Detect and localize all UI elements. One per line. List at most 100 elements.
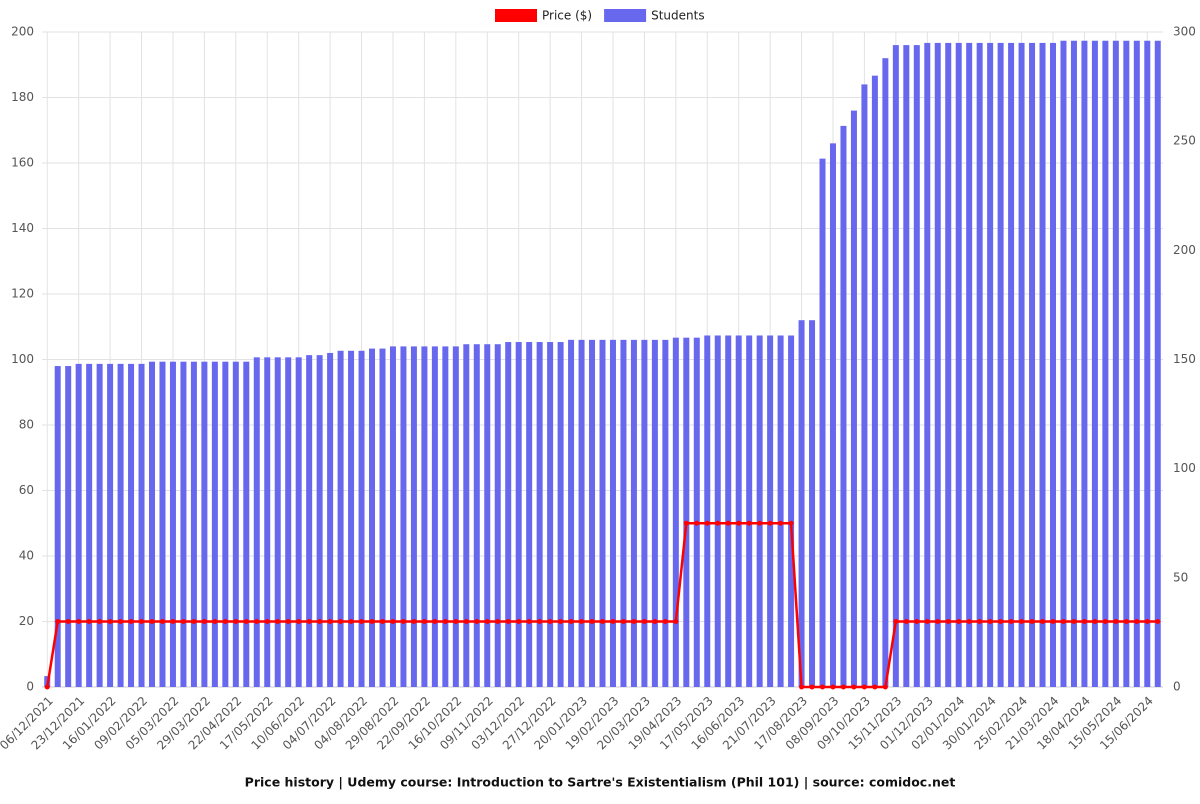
bar bbox=[829, 143, 836, 688]
bar bbox=[96, 363, 103, 687]
price-point bbox=[432, 619, 438, 624]
bar bbox=[494, 344, 501, 687]
price-point bbox=[159, 619, 165, 624]
price-point bbox=[893, 619, 899, 624]
price-point bbox=[956, 619, 962, 624]
price-point bbox=[1092, 619, 1098, 624]
price-point bbox=[725, 520, 731, 526]
price-point bbox=[411, 619, 417, 624]
price-point bbox=[683, 520, 689, 526]
bar bbox=[295, 357, 302, 687]
price-point bbox=[44, 684, 50, 690]
bar bbox=[1070, 40, 1077, 687]
bar bbox=[945, 42, 952, 687]
bar bbox=[1049, 42, 1056, 687]
bar bbox=[86, 363, 93, 687]
bar bbox=[452, 346, 459, 687]
price-point bbox=[1144, 619, 1150, 624]
price-point bbox=[359, 619, 365, 624]
price-point bbox=[453, 619, 459, 624]
bar bbox=[306, 355, 313, 687]
bar bbox=[211, 361, 218, 687]
bar bbox=[840, 125, 847, 688]
bar bbox=[861, 84, 868, 687]
price-point bbox=[1081, 619, 1087, 624]
bar bbox=[987, 42, 994, 687]
price-point bbox=[505, 619, 511, 624]
legend-label: Students bbox=[651, 9, 705, 23]
price-point bbox=[830, 684, 836, 690]
price-point bbox=[1155, 619, 1161, 624]
price-point bbox=[1071, 619, 1077, 624]
bar bbox=[1112, 40, 1119, 687]
price-point bbox=[746, 520, 752, 526]
price-point bbox=[767, 520, 773, 526]
bar bbox=[138, 363, 145, 687]
price-point bbox=[579, 619, 585, 624]
bar bbox=[285, 357, 292, 687]
price-point bbox=[809, 684, 815, 690]
price-point bbox=[1113, 619, 1119, 624]
bar bbox=[651, 339, 658, 687]
bar bbox=[107, 363, 114, 687]
price-point bbox=[851, 684, 857, 690]
bar bbox=[1133, 40, 1140, 687]
bar bbox=[379, 348, 386, 687]
price-point bbox=[704, 520, 710, 526]
price-point bbox=[620, 619, 626, 624]
bar bbox=[1018, 42, 1025, 687]
bar bbox=[117, 363, 124, 687]
bar bbox=[1102, 40, 1109, 687]
legend-swatch bbox=[604, 9, 647, 22]
price-point bbox=[306, 619, 312, 624]
bar bbox=[463, 344, 470, 687]
price-point bbox=[348, 619, 354, 624]
price-point bbox=[924, 619, 930, 624]
price-point bbox=[243, 619, 249, 624]
bar bbox=[243, 361, 250, 687]
bar bbox=[348, 350, 355, 687]
bar bbox=[693, 337, 700, 687]
price-point bbox=[715, 520, 721, 526]
y2-tick-label: 100 bbox=[1173, 461, 1196, 475]
bar bbox=[913, 45, 920, 688]
bar bbox=[421, 346, 428, 687]
bar bbox=[704, 335, 711, 687]
y-tick-label: 60 bbox=[19, 483, 34, 497]
y-tick-label: 40 bbox=[19, 549, 34, 563]
bar bbox=[578, 339, 585, 687]
bar bbox=[274, 357, 281, 687]
price-point bbox=[379, 619, 385, 624]
bar bbox=[903, 45, 910, 688]
y-tick-label: 0 bbox=[26, 680, 34, 694]
bar bbox=[327, 352, 334, 687]
bar bbox=[809, 320, 816, 687]
bar bbox=[536, 342, 543, 687]
bar bbox=[1123, 40, 1130, 687]
price-point bbox=[55, 619, 61, 624]
y2-tick-label: 300 bbox=[1173, 25, 1196, 39]
price-point bbox=[966, 619, 972, 624]
price-point bbox=[254, 619, 260, 624]
price-point bbox=[76, 619, 82, 624]
bar bbox=[369, 348, 376, 687]
bar bbox=[557, 342, 564, 687]
legend-swatch bbox=[495, 9, 537, 22]
price-point bbox=[1008, 619, 1014, 624]
price-point bbox=[778, 520, 784, 526]
bar bbox=[725, 335, 732, 687]
price-point bbox=[484, 619, 490, 624]
y-tick-label: 200 bbox=[11, 25, 34, 39]
price-point bbox=[264, 619, 270, 624]
y-tick-label: 80 bbox=[19, 418, 34, 432]
bar bbox=[1091, 40, 1098, 687]
bar bbox=[798, 320, 805, 687]
price-point bbox=[128, 619, 134, 624]
price-point bbox=[1019, 619, 1025, 624]
price-point bbox=[442, 619, 448, 624]
bar bbox=[75, 363, 82, 687]
bar bbox=[589, 339, 596, 687]
price-point bbox=[977, 619, 983, 624]
bar bbox=[568, 339, 575, 687]
